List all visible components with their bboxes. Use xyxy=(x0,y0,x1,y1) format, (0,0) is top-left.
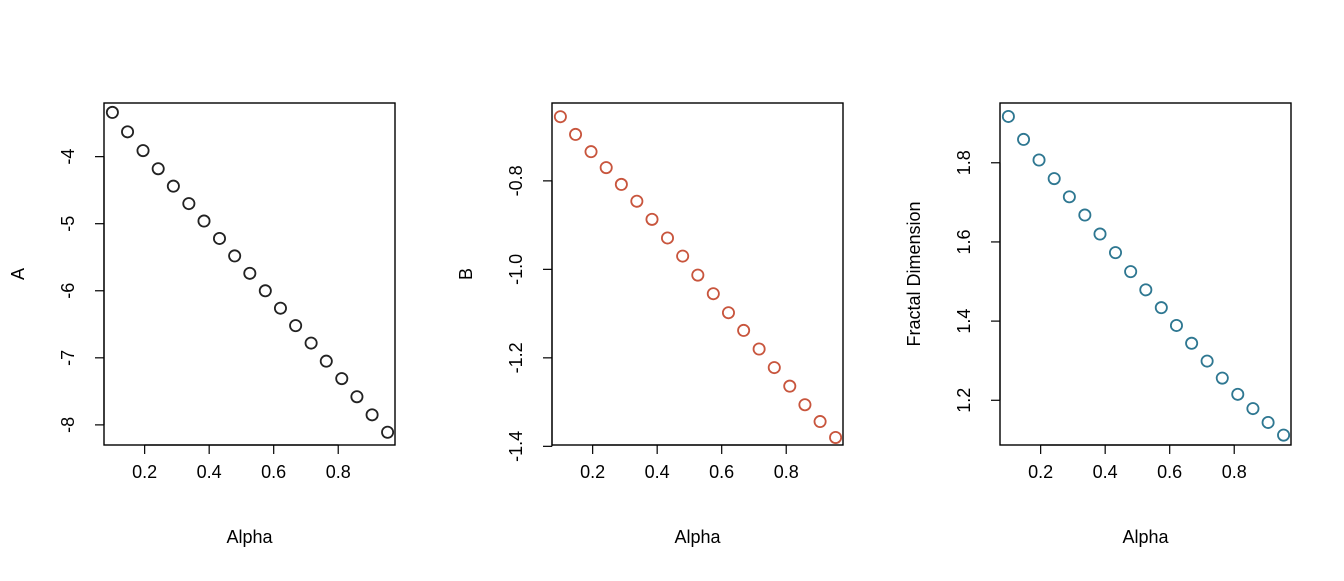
x-axis-label: Alpha xyxy=(226,527,273,547)
plot-frame xyxy=(999,102,1292,446)
data-point xyxy=(1200,354,1214,368)
data-point xyxy=(630,194,644,208)
data-point xyxy=(752,342,766,356)
x-tick-label: 0.2 xyxy=(1028,462,1053,482)
data-point xyxy=(767,361,781,375)
y-tick-label: -1.0 xyxy=(506,254,526,285)
x-tick-label: 0.4 xyxy=(1093,462,1118,482)
x-tick-label: 0.2 xyxy=(132,462,157,482)
data-point xyxy=(721,306,735,320)
data-point xyxy=(289,319,303,333)
panel-1: 0.2 0.4 0.6 0.8 -4 -5 -6 -7 -8 Alpha A xyxy=(8,102,396,547)
data-point xyxy=(829,430,843,444)
y-tick-label: -5 xyxy=(58,216,78,232)
y-tick-label: 1.2 xyxy=(954,388,974,413)
data-point xyxy=(304,336,318,350)
x-tick-label: 0.4 xyxy=(645,462,670,482)
data-point xyxy=(121,125,135,139)
data-point xyxy=(273,301,287,315)
y-tick-label: -6 xyxy=(58,283,78,299)
y-tick-label: -7 xyxy=(58,350,78,366)
data-point xyxy=(1062,190,1076,204)
data-point xyxy=(1277,428,1291,442)
data-point xyxy=(737,323,751,337)
data-point xyxy=(1185,336,1199,350)
y-tick-label: -8 xyxy=(58,417,78,433)
data-point xyxy=(105,105,119,119)
y-tick-label: -0.8 xyxy=(506,165,526,196)
data-point xyxy=(706,287,720,301)
data-point xyxy=(676,249,690,263)
data-point xyxy=(660,231,674,245)
y-tick-label: -4 xyxy=(58,149,78,165)
data-point xyxy=(1093,227,1107,241)
y-tick-label: -1.2 xyxy=(506,342,526,373)
y-axis-label: B xyxy=(456,268,476,280)
y-tick-label: 1.6 xyxy=(954,229,974,254)
y-axis-label: A xyxy=(8,268,28,280)
y-tick-label: 1.8 xyxy=(954,150,974,175)
data-point xyxy=(798,398,812,412)
data-point xyxy=(350,390,364,404)
x-tick-label: 0.6 xyxy=(261,462,286,482)
x-tick-label: 0.2 xyxy=(580,462,605,482)
data-point xyxy=(197,214,211,228)
data-point xyxy=(365,408,379,422)
data-point xyxy=(1017,132,1031,146)
data-point xyxy=(569,127,583,141)
x-tick-label: 0.6 xyxy=(1157,462,1182,482)
data-point xyxy=(1124,265,1138,279)
data-point xyxy=(1231,387,1245,401)
data-point xyxy=(166,179,180,193)
data-point xyxy=(243,266,257,280)
data-point xyxy=(1246,402,1260,416)
data-point xyxy=(1215,371,1229,385)
x-tick-label: 0.4 xyxy=(197,462,222,482)
data-point xyxy=(1108,246,1122,260)
data-point xyxy=(319,354,333,368)
x-axis-label: Alpha xyxy=(1122,527,1169,547)
data-point xyxy=(1154,301,1168,315)
data-point xyxy=(1261,415,1275,429)
x-tick-label: 0.8 xyxy=(1222,462,1247,482)
data-point xyxy=(599,161,613,175)
data-point xyxy=(335,372,349,386)
data-point xyxy=(258,284,272,298)
data-point xyxy=(1078,208,1092,222)
y-axis-label: Fractal Dimension xyxy=(904,201,924,346)
data-point xyxy=(1047,172,1061,186)
data-point xyxy=(228,249,242,263)
data-point xyxy=(691,268,705,282)
data-point xyxy=(136,144,150,158)
data-point xyxy=(1001,109,1015,123)
data-point xyxy=(1032,153,1046,167)
y-tick-label: -1.4 xyxy=(506,431,526,462)
data-point xyxy=(212,231,226,245)
data-point xyxy=(182,197,196,211)
data-point xyxy=(151,162,165,176)
data-point xyxy=(381,425,395,439)
data-point xyxy=(813,415,827,429)
panel-2: 0.2 0.4 0.6 0.8 -0.8 -1.0 -1.2 -1.4 Alpha B xyxy=(456,102,844,547)
data-point xyxy=(645,212,659,226)
data-point xyxy=(1169,318,1183,332)
x-tick-label: 0.8 xyxy=(774,462,799,482)
x-tick-label: 0.8 xyxy=(326,462,351,482)
x-tick-label: 0.6 xyxy=(709,462,734,482)
x-axis-label: Alpha xyxy=(674,527,721,547)
y-tick-label: 1.4 xyxy=(954,309,974,334)
data-point xyxy=(783,379,797,393)
data-point xyxy=(614,177,628,191)
panel-3: 0.2 0.4 0.6 0.8 1.2 1.4 1.6 1.8 Alpha Fractal Dim… xyxy=(904,102,1292,547)
data-point xyxy=(1139,283,1153,297)
data-point xyxy=(553,110,567,124)
data-point xyxy=(584,145,598,159)
